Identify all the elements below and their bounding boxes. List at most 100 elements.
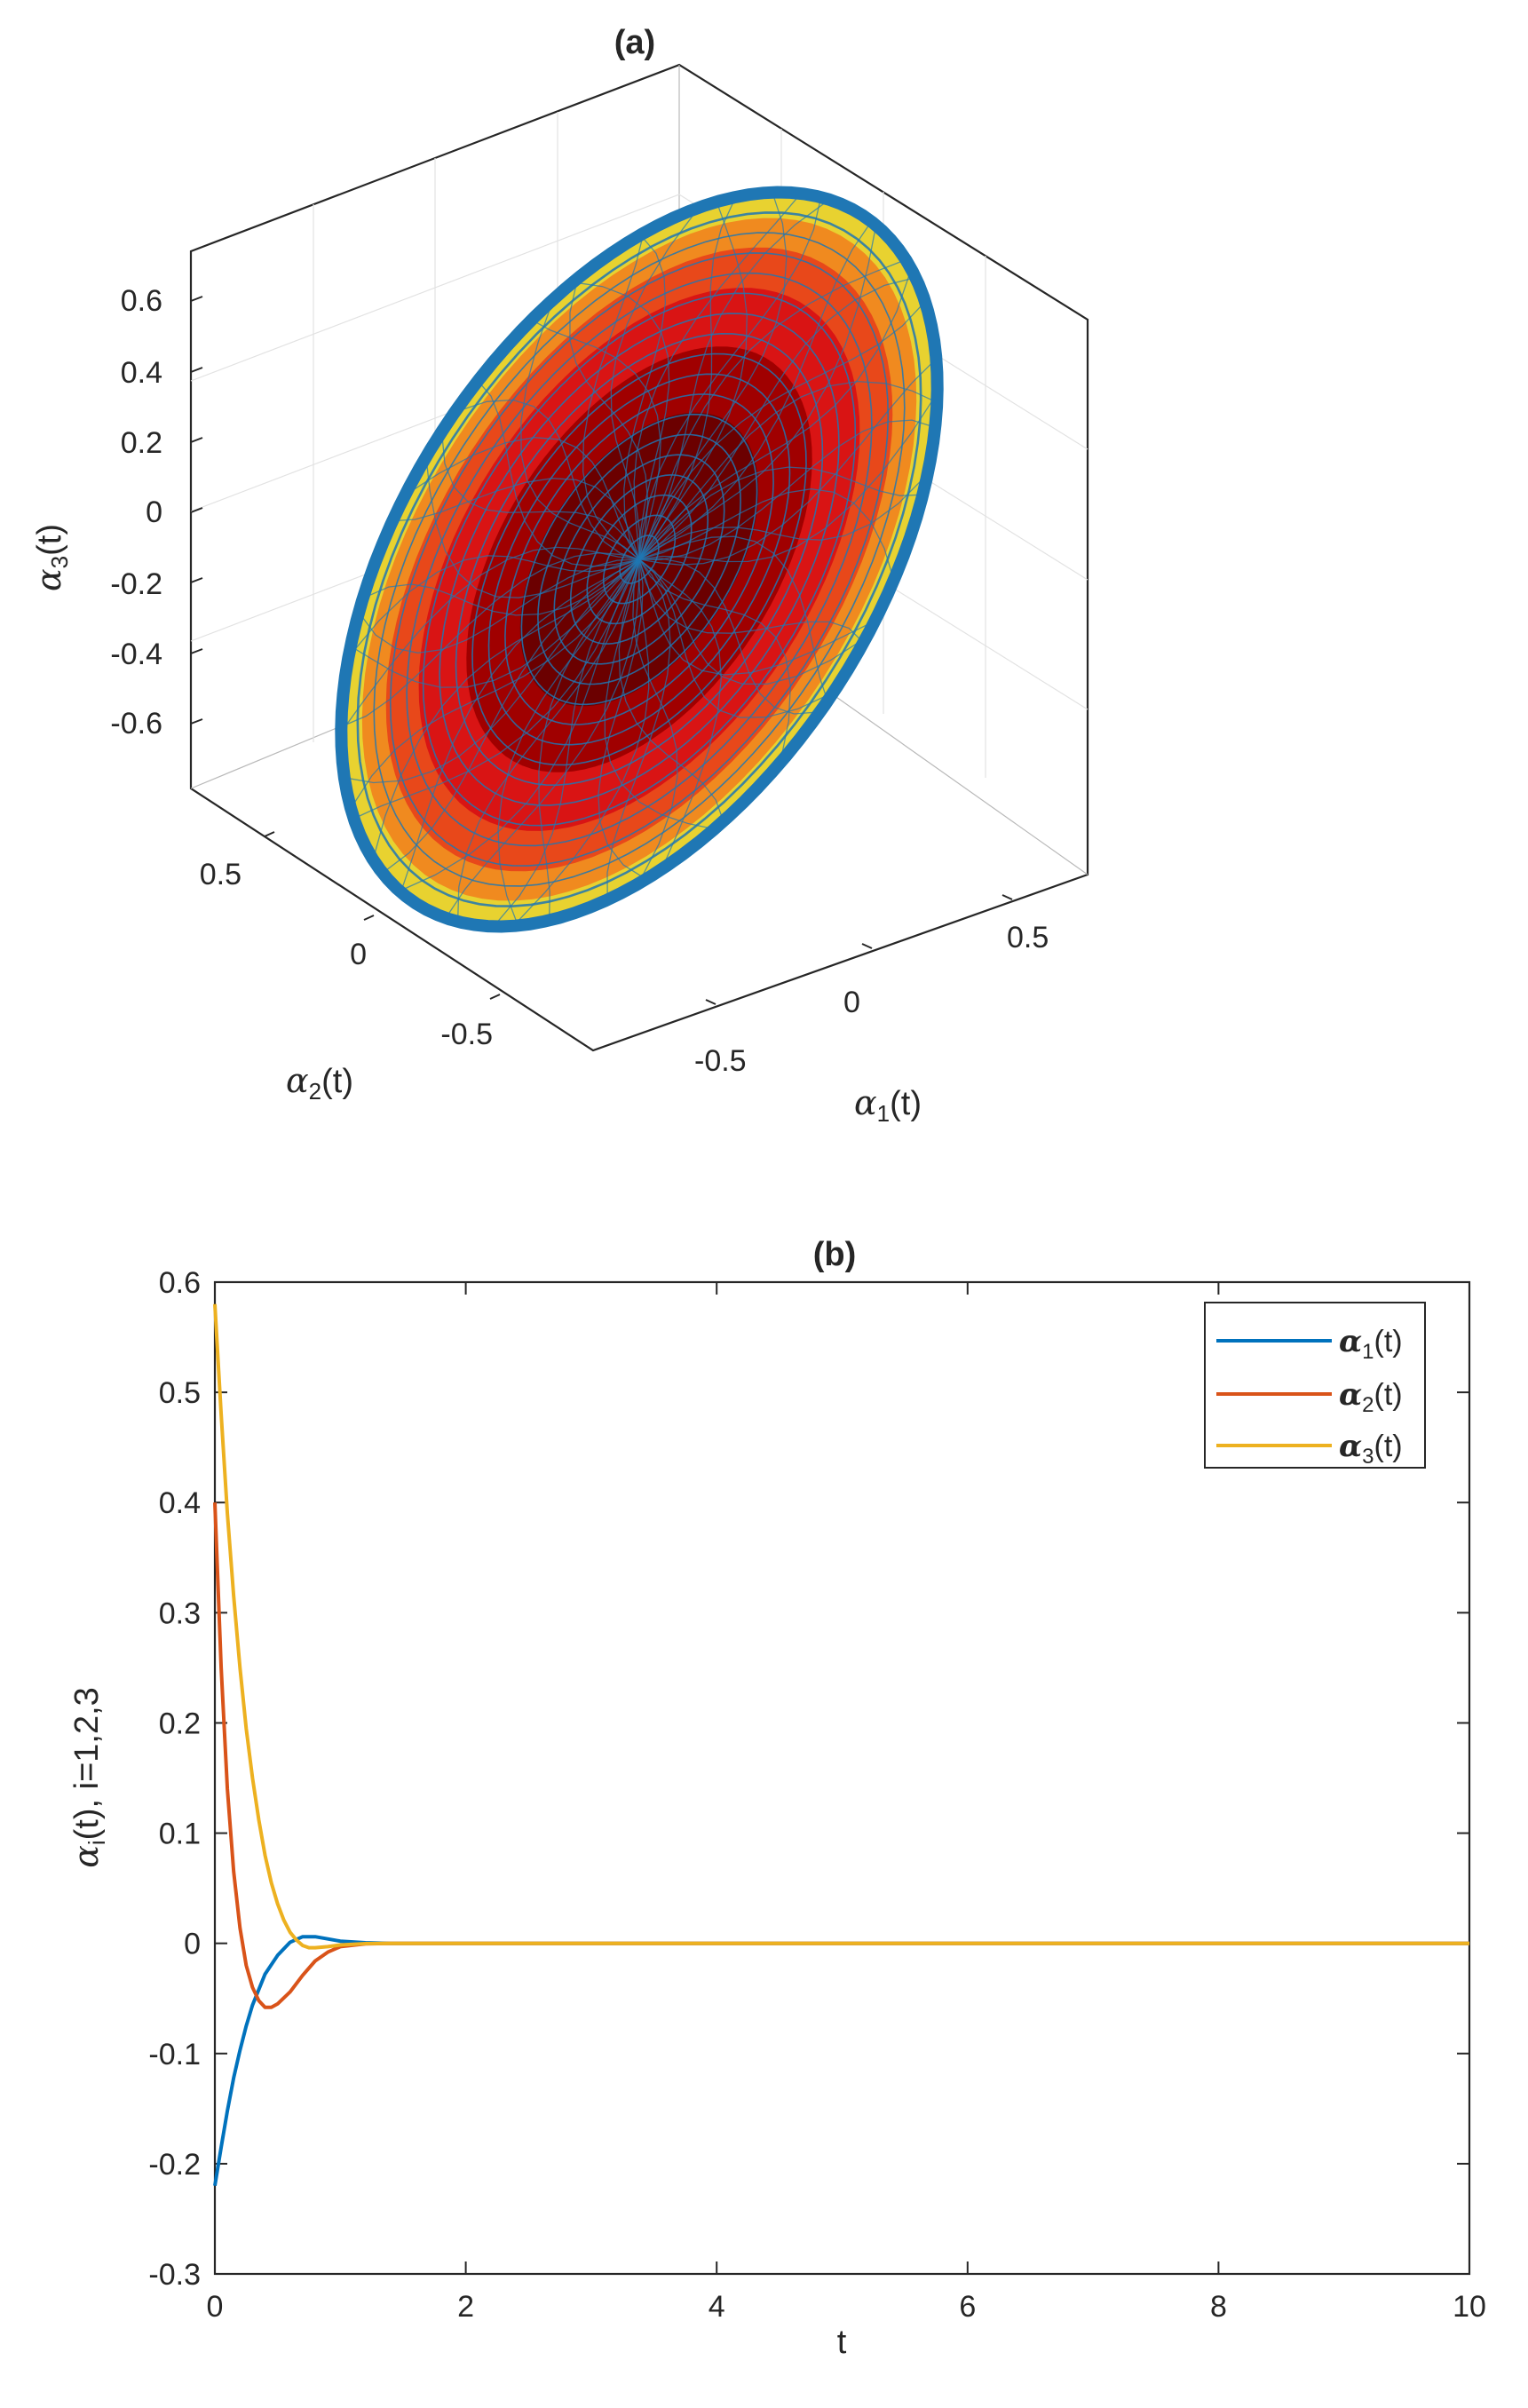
mesh-spoke <box>445 558 640 919</box>
mesh-spoke <box>344 558 640 784</box>
mesh-spoke <box>347 555 640 658</box>
mesh-ring <box>422 292 857 827</box>
mesh-ring <box>504 393 774 725</box>
mesh-spoke <box>404 437 640 560</box>
x-tick-label: 0 <box>843 986 860 1019</box>
panel-b-title: (b) <box>813 1236 857 1273</box>
mesh-spoke <box>350 558 640 688</box>
legend-label: α3(t) <box>1339 1429 1403 1469</box>
legend-label: α2(t) <box>1339 1377 1403 1417</box>
mesh-spoke <box>638 358 937 566</box>
legend-label: α1(t) <box>1339 1324 1403 1364</box>
mesh-spoke <box>623 234 667 560</box>
y-tick-label: 0 <box>184 1928 201 1961</box>
x-tick-label: 0.5 <box>1007 921 1049 954</box>
mesh-spoke <box>477 380 640 567</box>
z-tick-label: -0.4 <box>110 638 162 671</box>
mesh-spoke <box>638 276 916 560</box>
y-tick-label: -0.1 <box>148 2038 201 2071</box>
x-tick-label: 2 <box>457 2290 474 2324</box>
mesh-spoke <box>382 558 640 874</box>
mesh-spoke <box>638 301 926 560</box>
mesh-ring <box>569 474 709 645</box>
mesh-spoke <box>455 399 640 560</box>
mesh-ring <box>406 272 873 847</box>
y-tick-label: 0.3 <box>159 1596 201 1630</box>
mesh-spoke <box>606 558 671 900</box>
panel-a-title: (a) <box>614 24 655 61</box>
x-tick-label: 8 <box>1210 2290 1227 2324</box>
mesh-ring <box>487 373 791 746</box>
y-tick-label: -0.2 <box>148 2148 201 2182</box>
x-axis-label: α1(t) <box>854 1083 922 1127</box>
mesh-spoke <box>512 559 650 927</box>
mesh-ring <box>602 514 677 605</box>
mesh-spoke <box>638 199 830 560</box>
y-tick-label: -0.5 <box>440 1018 493 1051</box>
y-ticks <box>264 831 501 1000</box>
mesh-spoke <box>493 558 640 927</box>
panel-b-line-chart: (b) 0.6 0.5 0.4 0.3 0.2 0.1 0 -0.1 -0.2 -0.3 0 2 4 6… <box>67 1236 1486 2361</box>
z-tick-label: 0 <box>146 495 162 529</box>
z-ticks <box>190 296 203 725</box>
mesh-spoke <box>638 419 936 561</box>
mesh-spoke <box>638 466 923 560</box>
y-axis-label: α2(t) <box>286 1061 353 1105</box>
y-tick-label: 0.6 <box>159 1266 201 1300</box>
y-tick-label: 0.5 <box>159 1376 201 1410</box>
mesh-spoke <box>638 225 877 560</box>
mesh-ring <box>373 232 906 887</box>
z-tick-label: 0.2 <box>121 426 162 460</box>
x-tick-label: -0.5 <box>694 1044 747 1078</box>
mesh-spoke <box>618 558 724 822</box>
y-tick-label: 0.1 <box>159 1818 201 1851</box>
z-axis-label: α3(t) <box>29 524 73 591</box>
y-tick-label: -0.3 <box>148 2258 201 2292</box>
mesh-spoke <box>638 392 938 563</box>
series-lines <box>213 1303 1469 2187</box>
mesh-spoke <box>353 558 640 820</box>
mesh-spoke <box>362 558 640 616</box>
mesh-spoke <box>456 558 640 922</box>
mesh-spoke <box>633 193 802 560</box>
mesh-spoke <box>638 558 722 870</box>
mesh-spoke <box>573 281 670 560</box>
y-tick-labels: 0.5 0 -0.5 <box>200 858 493 1051</box>
mesh-ring <box>389 252 890 867</box>
x-tick-label: 0 <box>207 2290 224 2324</box>
x-ticks <box>705 894 1013 1005</box>
mesh-spoke <box>350 558 640 809</box>
mesh-spoke <box>638 558 820 715</box>
mesh-spoke <box>440 432 640 560</box>
panel-a-3d-surface: (a) 0.6 0.4 0.2 0 -0.2 -0.4 -0.6 0. <box>29 24 1089 1127</box>
mesh-spoke <box>372 558 640 860</box>
mesh-spoke <box>638 380 938 560</box>
y-tick-label: 0.2 <box>159 1707 201 1740</box>
mesh-spoke <box>638 558 791 764</box>
x-axis-label: t <box>837 2324 847 2361</box>
mesh-spoke <box>632 558 678 884</box>
mesh-spoke <box>638 196 737 560</box>
z-tick-label: -0.2 <box>110 567 162 601</box>
mesh-ring <box>439 313 840 806</box>
z-tick-label: 0.4 <box>121 356 162 390</box>
mesh-spoke <box>638 196 822 560</box>
surface-rim <box>335 186 944 933</box>
x-axis-ticks: 0 2 4 6 8 10 <box>207 1282 1486 2324</box>
mesh-spoke <box>538 558 640 921</box>
mesh-spoke <box>520 298 640 560</box>
mesh-ring <box>471 352 807 766</box>
mesh-spoke <box>604 558 715 830</box>
legend: α1(t) α2(t) α3(t) <box>1204 1302 1426 1469</box>
mesh-spoke <box>638 558 864 644</box>
mesh-spoke <box>392 478 640 560</box>
mesh-spoke <box>638 488 895 581</box>
mesh-ring <box>520 413 758 706</box>
mesh-spoke <box>638 473 929 560</box>
x-tick-labels: -0.5 0 0.5 <box>694 921 1049 1078</box>
legend-box <box>1204 1302 1426 1469</box>
mesh-spoke <box>497 558 640 926</box>
x-tick-label: 10 <box>1453 2290 1486 2324</box>
mesh-spoke <box>638 535 828 701</box>
